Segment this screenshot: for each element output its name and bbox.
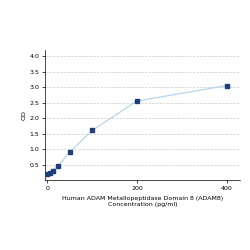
Y-axis label: OD: OD: [22, 110, 27, 120]
X-axis label: Human ADAM Metallopeptidase Domain 8 (ADAM8)
Concentration (pg/ml): Human ADAM Metallopeptidase Domain 8 (AD…: [62, 196, 223, 207]
